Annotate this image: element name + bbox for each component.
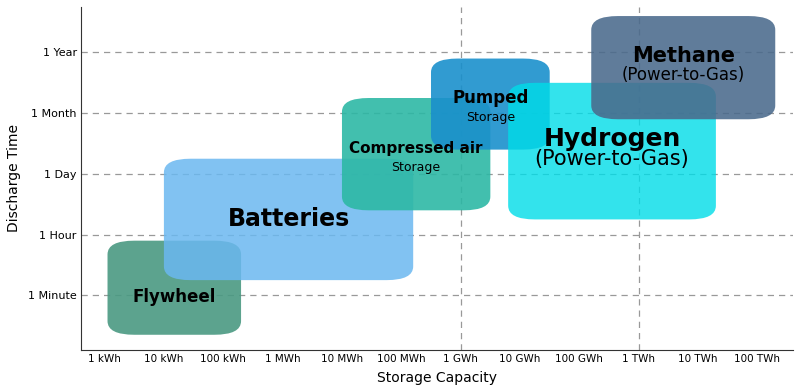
- FancyBboxPatch shape: [431, 58, 550, 150]
- Y-axis label: Discharge Time: Discharge Time: [7, 124, 21, 232]
- Text: Pumped: Pumped: [452, 89, 529, 107]
- Text: (Power-to-Gas): (Power-to-Gas): [534, 149, 690, 169]
- Text: Hydrogen: Hydrogen: [543, 127, 681, 151]
- Text: Compressed air: Compressed air: [350, 141, 483, 156]
- FancyBboxPatch shape: [164, 159, 413, 280]
- FancyBboxPatch shape: [591, 16, 775, 119]
- FancyBboxPatch shape: [508, 83, 716, 220]
- FancyBboxPatch shape: [107, 241, 241, 335]
- Text: Flywheel: Flywheel: [133, 288, 216, 306]
- Text: Methane: Methane: [632, 45, 734, 65]
- Text: (Power-to-Gas): (Power-to-Gas): [622, 66, 745, 84]
- FancyBboxPatch shape: [342, 98, 490, 211]
- X-axis label: Storage Capacity: Storage Capacity: [377, 371, 497, 385]
- Text: Batteries: Batteries: [227, 207, 350, 231]
- Text: Storage: Storage: [466, 111, 515, 124]
- Text: Storage: Storage: [391, 162, 441, 174]
